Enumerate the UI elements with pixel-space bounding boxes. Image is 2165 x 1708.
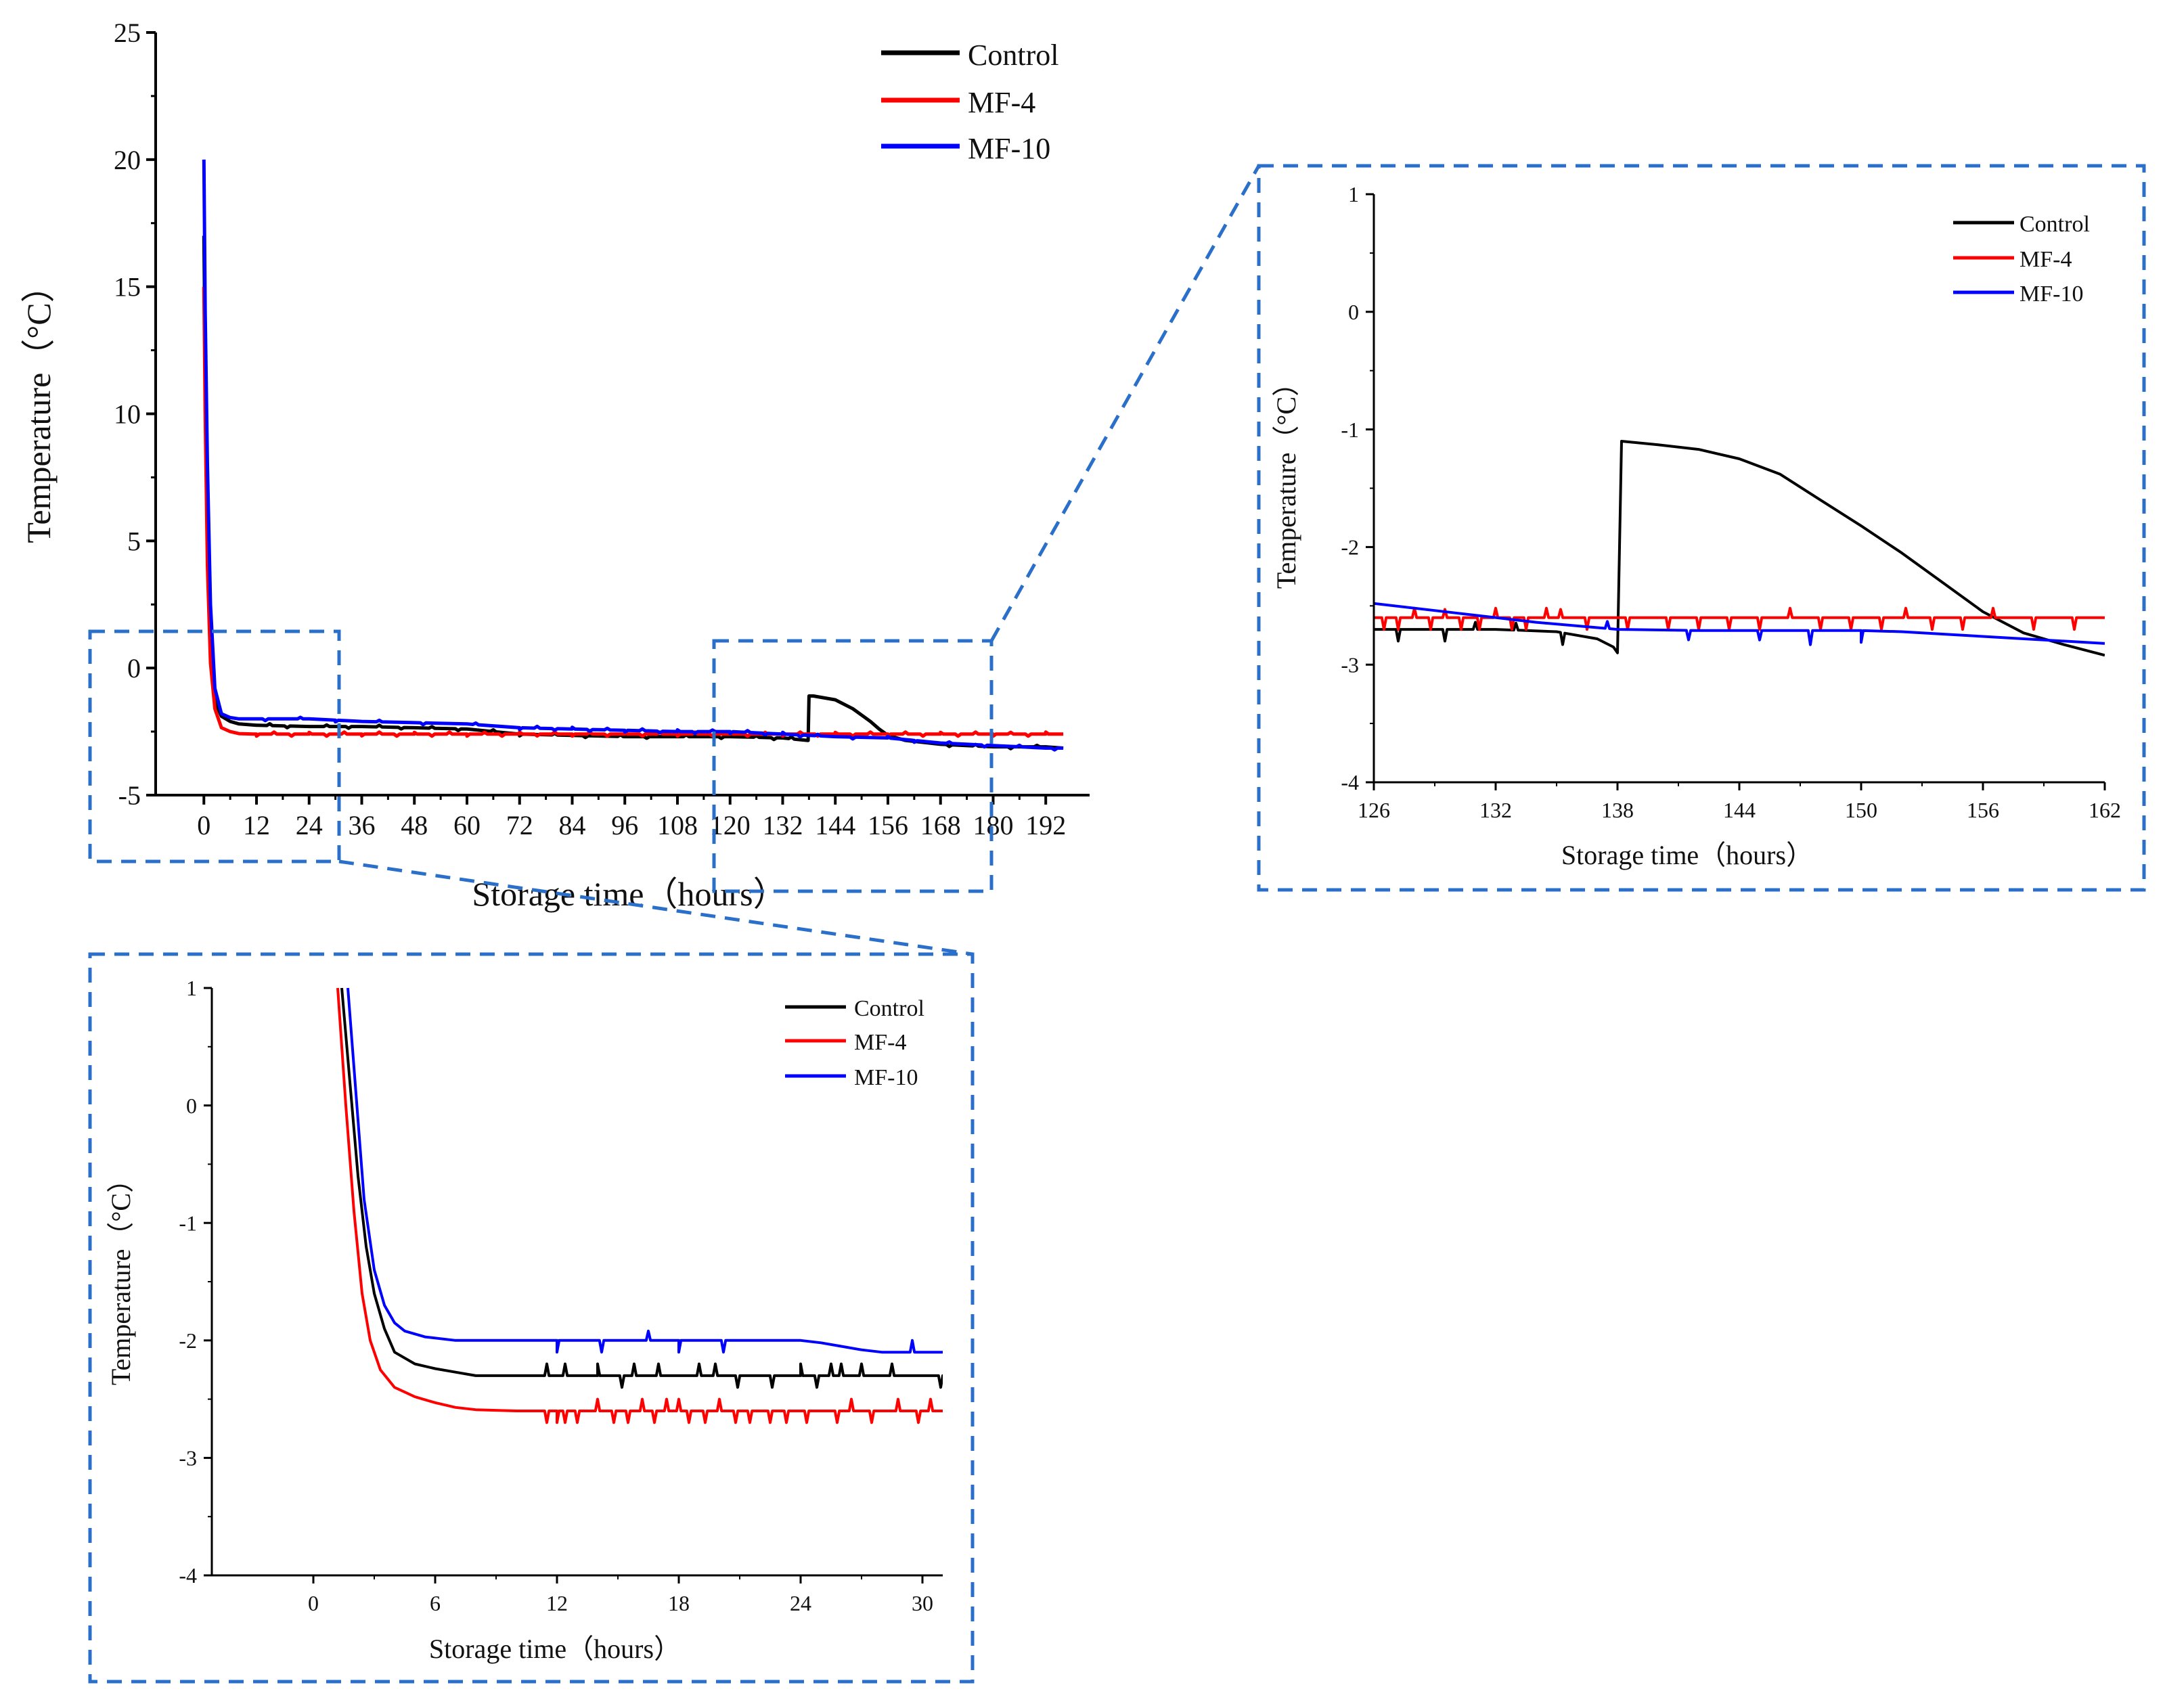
zoom_bottom-x-tick-label: 24 — [790, 1591, 811, 1615]
main-y-tick-label: -5 — [118, 780, 141, 811]
main-x-axis-label: Storage time（hours） — [472, 875, 786, 913]
zoom_bottom-plot-area — [336, 987, 943, 1424]
main-x-tick-label: 72 — [506, 810, 533, 840]
zoom_right-y-tick-label: -4 — [1341, 770, 1359, 794]
zoom_right-x-tick-label: 138 — [1601, 798, 1634, 822]
main-series-mf10-line — [202, 159, 1064, 752]
main-legend: Control MF-4 MF-10 — [881, 39, 1058, 165]
zoom_right-plot-area — [1374, 440, 2105, 657]
zoom-bottom-series-group — [336, 987, 943, 1424]
zoom-right-series-group — [1374, 440, 2105, 657]
zoom-right-y-axis-label: Temperature（°C） — [1271, 369, 1301, 589]
zoom-bottom-chart: -4 -3 -2 -1 0 1 0 6 12 18 24 30 Storage time（hours）… — [106, 976, 943, 1664]
connector-bottom — [338, 859, 973, 956]
zoom_right-x-tick-label: 156 — [1967, 798, 1999, 822]
zoom_bottom-x-tick-label: 6 — [430, 1591, 441, 1615]
zoom-region-bottom — [88, 629, 341, 863]
zoom_bottom-x-tick-label: 0 — [308, 1591, 319, 1615]
zoom-right-axes: -4 -3 -2 -1 0 1 126 132 138 144 150 156 162 — [1341, 182, 2121, 822]
zoom-right-legend-label-control: Control — [2019, 212, 2090, 237]
main-axes: -5 0 5 10 15 20 25 0 12 24 36 48 60 72 84 96 108 120 132 14… — [114, 18, 1090, 840]
main-chart: -5 0 5 10 15 20 25 0 12 24 36 48 60 72 84 96 108 120 132 14… — [20, 18, 1090, 913]
main-x-tick-label: 24 — [296, 810, 323, 840]
main-x-tick-label: 12 — [243, 810, 270, 840]
main-x-tick-label: 84 — [558, 810, 585, 840]
zoom_bottom-x-tick-label: 12 — [546, 1591, 568, 1615]
main-x-tick-label: 48 — [401, 810, 428, 840]
main-legend-label-mf4: MF-4 — [968, 86, 1035, 119]
zoom_right-y-tick-label: 0 — [1348, 300, 1359, 324]
main-x-tick-label: 36 — [349, 810, 376, 840]
zoom_bottom-y-tick-label: -3 — [179, 1446, 197, 1470]
zoom-bottom-axes: -4 -3 -2 -1 0 1 0 6 12 18 24 30 — [179, 976, 943, 1615]
main-series-control-line — [202, 235, 1064, 750]
zoom_bottom-series-control-line — [340, 987, 943, 1389]
zoom-right-legend-label-mf10: MF-10 — [2019, 282, 2083, 307]
zoom_right-x-tick-label: 132 — [1479, 798, 1512, 822]
zoom-bottom-legend-label-control: Control — [854, 996, 924, 1021]
zoom_right-x-tick-label: 162 — [2089, 798, 2121, 822]
zoom-right-x-axis-label: Storage time（hours） — [1561, 840, 1813, 870]
main-x-tick-label: 96 — [611, 810, 638, 840]
zoom-right-legend-label-mf4: MF-4 — [2019, 247, 2072, 272]
zoom_right-x-tick-label: 144 — [1723, 798, 1756, 822]
zoom-right-chart: -4 -3 -2 -1 0 1 126 132 138 144 150 156 162 Storage … — [1271, 182, 2121, 870]
main-y-tick-label: 10 — [114, 399, 141, 430]
zoom_right-y-tick-label: 1 — [1348, 182, 1359, 206]
zoom_bottom-y-tick-label: -4 — [179, 1563, 197, 1588]
main-y-tick-label: 15 — [114, 272, 141, 302]
zoom-bottom-legend-label-mf10: MF-10 — [854, 1065, 918, 1090]
zoom_right-series-mf10-line — [1374, 602, 2105, 646]
zoom-box-bottom — [88, 952, 975, 1684]
zoom_bottom-series-mf10-line — [347, 987, 943, 1354]
zoom_right-x-tick-label: 150 — [1845, 798, 1877, 822]
zoom_bottom-y-tick-label: 0 — [186, 1094, 197, 1118]
zoom_right-series-mf4-line — [1374, 606, 2105, 631]
main-y-tick-label: 5 — [127, 526, 141, 556]
main-y-tick-label: 20 — [114, 145, 141, 175]
main-x-tick-label: 120 — [710, 810, 751, 840]
zoom-bottom-y-axis-label: Temperature（°C） — [106, 1166, 136, 1385]
zoom-bottom-legend-label-mf4: MF-4 — [854, 1030, 906, 1055]
zoom_bottom-y-tick-label: -2 — [179, 1328, 197, 1353]
zoom-region-right — [712, 639, 994, 893]
connector-right — [989, 164, 1261, 642]
main-y-tick-label: 25 — [114, 18, 141, 48]
zoom_right-y-tick-label: -2 — [1341, 535, 1359, 560]
zoom-bottom-x-axis-label: Storage time（hours） — [429, 1634, 681, 1664]
main-series-group — [202, 159, 1064, 752]
zoom_bottom-series-mf4-line — [336, 987, 943, 1424]
main-y-tick-label: 0 — [127, 653, 141, 683]
zoom-bottom-legend: Control MF-4 MF-10 — [785, 996, 924, 1090]
main-x-tick-label: 168 — [920, 810, 961, 840]
zoom_bottom-y-tick-label: -1 — [179, 1211, 197, 1235]
main-legend-label-control: Control — [968, 39, 1058, 72]
main-x-tick-label: 156 — [868, 810, 908, 840]
zoom_bottom-x-tick-label: 18 — [668, 1591, 690, 1615]
zoom_right-x-tick-label: 126 — [1358, 798, 1390, 822]
main-x-tick-label: 144 — [815, 810, 855, 840]
main-x-tick-label: 132 — [762, 810, 803, 840]
main-plot-area — [202, 159, 1064, 752]
zoom-indicators — [88, 164, 2146, 1684]
main-x-tick-label: 108 — [657, 810, 698, 840]
main-y-axis-label: Temperature（°C） — [20, 269, 58, 543]
zoom_right-y-tick-label: -1 — [1341, 418, 1359, 442]
main-series-mf4-line — [202, 286, 1064, 738]
main-x-tick-label: 60 — [453, 810, 481, 840]
main-x-tick-label: 0 — [197, 810, 210, 840]
zoom_bottom-x-tick-label: 30 — [912, 1591, 933, 1615]
zoom-right-legend: Control MF-4 MF-10 — [1953, 212, 2090, 307]
zoom-box-right — [1257, 164, 2146, 892]
zoom_right-series-control-line — [1374, 440, 2105, 657]
zoom_bottom-y-tick-label: 1 — [186, 976, 197, 1000]
main-legend-label-mf10: MF-10 — [968, 132, 1050, 165]
zoom_right-y-tick-label: -3 — [1341, 652, 1359, 677]
main-x-tick-label: 192 — [1025, 810, 1066, 840]
